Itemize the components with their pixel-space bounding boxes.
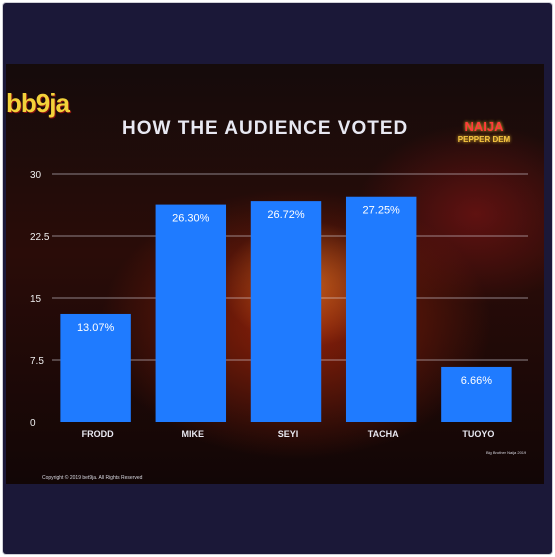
bar [441, 366, 512, 422]
bbnaija-logo-sub: PEPPER DEM [457, 135, 511, 144]
bar [250, 201, 322, 422]
x-tick-label: TACHA [368, 429, 399, 439]
chart-title: HOW THE AUDIENCE VOTED [122, 118, 409, 139]
bar [60, 313, 131, 422]
data-label: 27.25% [363, 205, 401, 217]
x-tick-label: TUOYO [462, 429, 494, 439]
data-label: 26.30% [172, 213, 210, 225]
footer-copyright: Copyright © 2019 bet9ja. All Rights Rese… [42, 475, 143, 481]
bar [345, 196, 417, 422]
x-tick-label: FRODD [82, 429, 114, 439]
data-label: 13.07% [77, 322, 115, 334]
y-tick-label: 15 [30, 294, 42, 305]
bet9ja-logo: bb9ja [6, 88, 70, 118]
data-label: 6.66% [461, 375, 492, 387]
x-tick-label: MIKE [182, 429, 205, 439]
footer-show-name: Big Brother Naija 2019 [486, 450, 527, 455]
bar [155, 204, 227, 422]
y-tick-label: 7.5 [30, 356, 44, 367]
x-tick-label: SEYI [278, 429, 299, 439]
y-tick-label: 22.5 [30, 232, 50, 243]
data-label: 26.72% [267, 209, 305, 221]
y-tick-label: 30 [30, 170, 42, 181]
y-tick-label: 0 [30, 418, 36, 429]
bbnaija-logo: NAIJA PEPPER DEM [448, 120, 520, 160]
bbnaija-logo-main: NAIJA [464, 119, 504, 134]
